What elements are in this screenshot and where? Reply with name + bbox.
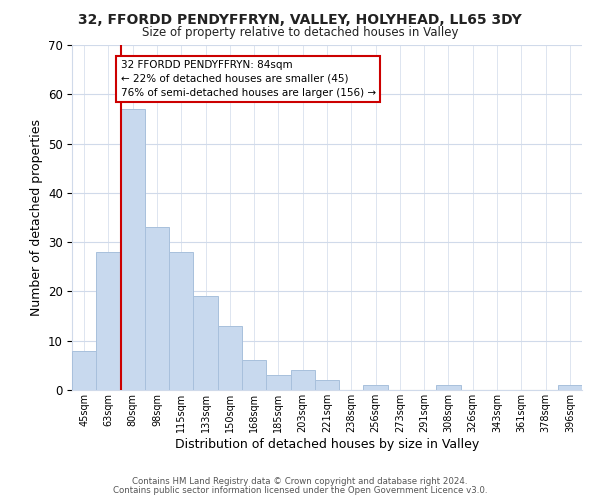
Text: 32, FFORDD PENDYFFRYN, VALLEY, HOLYHEAD, LL65 3DY: 32, FFORDD PENDYFFRYN, VALLEY, HOLYHEAD,… (78, 12, 522, 26)
Bar (364, 385, 388, 390)
Text: Contains public sector information licensed under the Open Government Licence v3: Contains public sector information licen… (113, 486, 487, 495)
Bar (121, 109, 145, 390)
Bar (436, 385, 461, 390)
Text: 32 FFORDD PENDYFFRYN: 84sqm
← 22% of detached houses are smaller (45)
76% of sem: 32 FFORDD PENDYFFRYN: 84sqm ← 22% of det… (121, 60, 376, 98)
Bar (96, 252, 121, 390)
Bar (193, 296, 218, 390)
Bar (290, 370, 315, 390)
Bar (218, 326, 242, 390)
Bar (169, 252, 193, 390)
Bar (72, 350, 96, 390)
Text: Contains HM Land Registry data © Crown copyright and database right 2024.: Contains HM Land Registry data © Crown c… (132, 477, 468, 486)
Bar (315, 380, 339, 390)
Bar (266, 375, 290, 390)
Bar (242, 360, 266, 390)
Y-axis label: Number of detached properties: Number of detached properties (29, 119, 43, 316)
Bar (145, 228, 169, 390)
Text: Size of property relative to detached houses in Valley: Size of property relative to detached ho… (142, 26, 458, 39)
X-axis label: Distribution of detached houses by size in Valley: Distribution of detached houses by size … (175, 438, 479, 450)
Bar (558, 385, 582, 390)
